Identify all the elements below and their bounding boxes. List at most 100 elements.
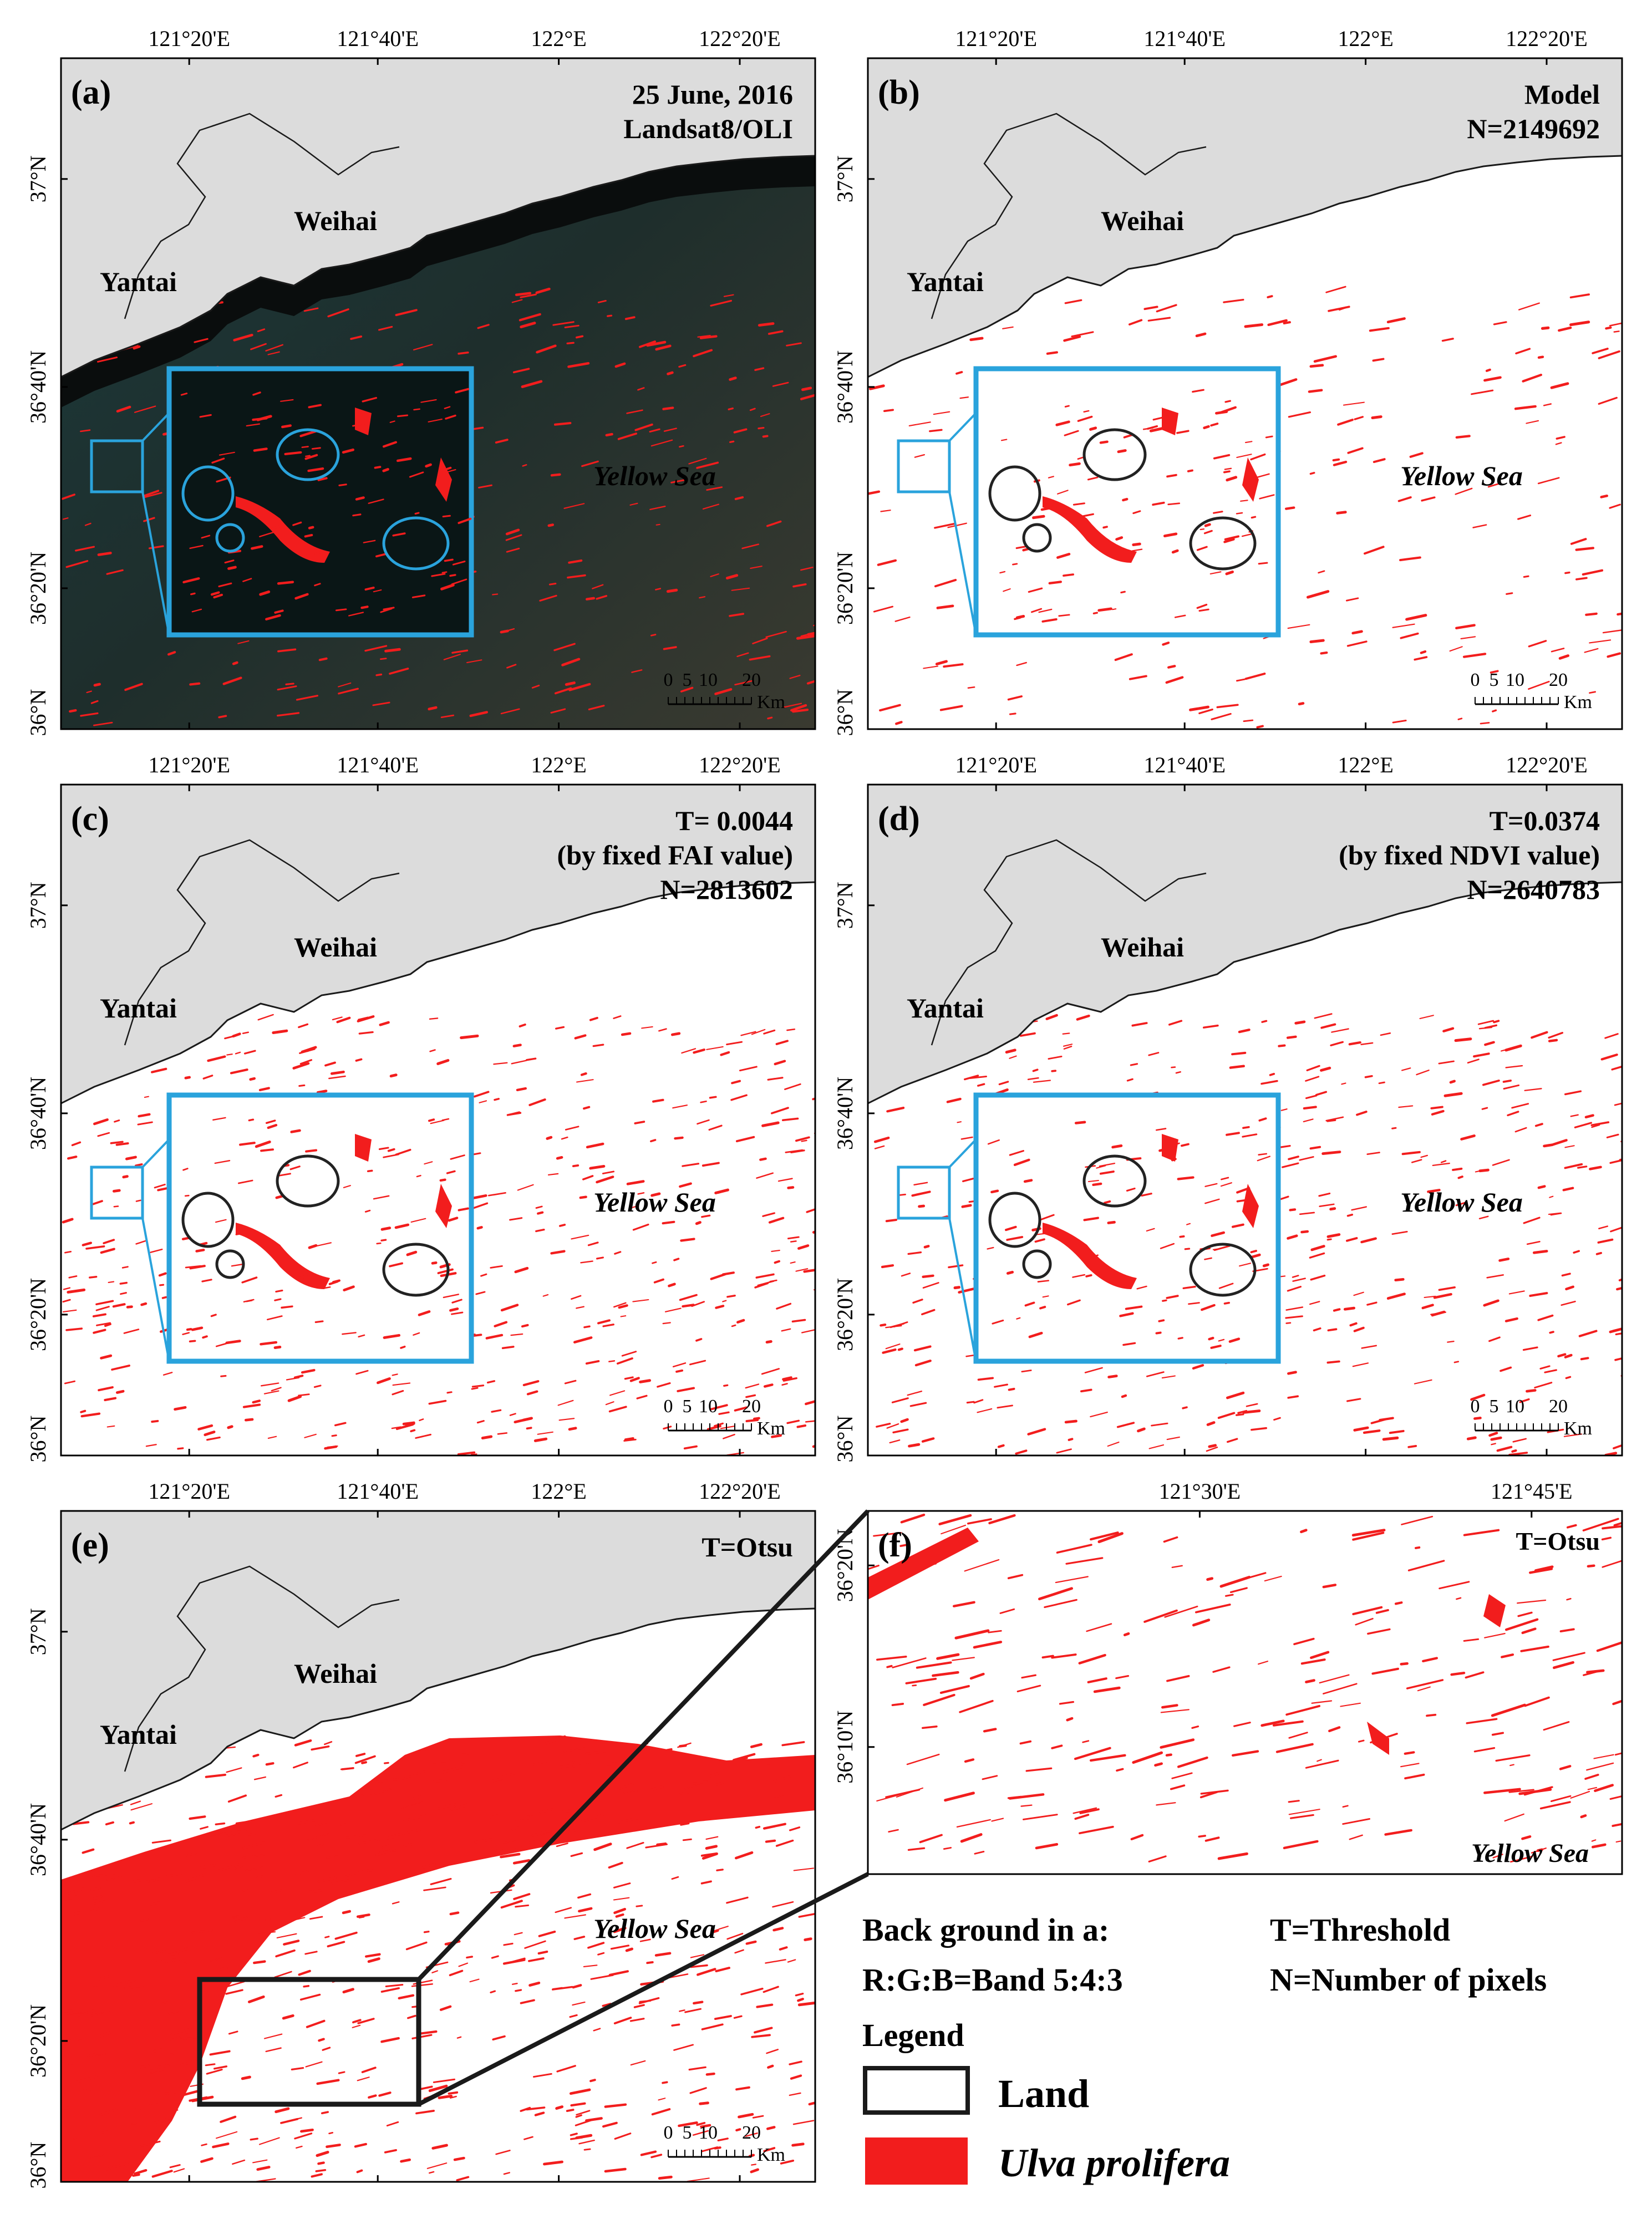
ulva-mark <box>295 1909 314 1916</box>
ulva-mark <box>679 445 684 448</box>
ulva-mark <box>334 1931 358 1940</box>
ulva-mark <box>734 496 744 500</box>
ulva-mark <box>1560 1300 1576 1306</box>
ulva-mark <box>589 1016 598 1021</box>
ulva-mark <box>907 1251 922 1255</box>
ulva-mark <box>259 531 275 537</box>
ulva-mark <box>548 582 557 586</box>
panel-frame <box>60 1510 816 2183</box>
ulva-mark <box>124 1984 144 1990</box>
ulva-mark <box>1431 1310 1446 1317</box>
ulva-mark <box>425 463 432 468</box>
ulva-mark <box>914 1360 932 1367</box>
ulva-mark <box>323 1286 331 1289</box>
ulva-mark <box>1267 319 1288 327</box>
ulva-mark <box>1563 1433 1582 1437</box>
ulva-mark <box>772 381 789 387</box>
ulva-mark <box>184 1076 191 1080</box>
ulva-mark <box>1426 1713 1437 1717</box>
ulva-mark <box>1478 1168 1490 1173</box>
ulva-mark <box>1352 1531 1385 1541</box>
ulva-mark <box>1028 587 1043 593</box>
ulva-mark <box>1493 1020 1500 1024</box>
ulva-mark <box>387 1835 397 1840</box>
ulva-mark <box>588 705 605 711</box>
ulva-mark <box>1548 1039 1558 1042</box>
ulva-mark <box>679 1790 693 1795</box>
ulva-mark <box>1605 326 1612 330</box>
inset-ulva-patch <box>435 457 452 502</box>
ulva-mark <box>75 546 95 552</box>
ulva-mark <box>1306 1065 1320 1072</box>
ulva-mark <box>356 1913 370 1918</box>
ulva-mark <box>539 594 557 602</box>
ulva-mark <box>1457 1175 1463 1179</box>
ulva-mark <box>1422 1657 1438 1663</box>
ulva-mark <box>1492 709 1497 712</box>
ulva-mark <box>1346 640 1368 647</box>
ulva-mark <box>112 1303 126 1308</box>
ulva-mark <box>739 1757 748 1760</box>
ulva-mark <box>248 1118 255 1122</box>
inset-circle <box>988 465 1041 522</box>
ulva-mark <box>1420 650 1427 654</box>
ulva-mark <box>1155 1331 1162 1335</box>
ulva-mark <box>585 597 596 600</box>
ulva-mark <box>287 1395 302 1402</box>
ulva-mark <box>373 589 382 593</box>
ulva-mark <box>247 1995 265 2003</box>
ulva-mark <box>1251 1427 1267 1431</box>
ulva-mark <box>1046 351 1058 355</box>
ulva-mark <box>520 2106 531 2113</box>
ulva-mark <box>250 343 267 350</box>
ulva-mark <box>792 2120 815 2125</box>
ulva-mark <box>357 1015 375 1022</box>
ulva-mark <box>576 1079 594 1083</box>
ulva-mark <box>1455 1202 1467 1207</box>
ulva-mark <box>352 513 362 517</box>
ulva-mark <box>1226 1438 1238 1443</box>
ulva-mark <box>786 1419 800 1424</box>
ulva-mark <box>751 2034 771 2038</box>
ulva-mark <box>382 467 389 472</box>
ulva-mark <box>650 439 673 447</box>
ulva-mark <box>1561 1273 1571 1277</box>
ulva-mark <box>695 1221 702 1225</box>
ulva-mark <box>584 1750 607 1755</box>
ulva-mark <box>877 559 897 566</box>
ulva-mark <box>471 1385 485 1388</box>
ulva-mark <box>282 2014 294 2020</box>
ulva-mark <box>1570 538 1587 545</box>
ulva-patch <box>1483 1594 1506 1627</box>
ulva-mark <box>546 1136 553 1140</box>
ulva-mark <box>418 1310 431 1316</box>
ulva-mark <box>771 1250 780 1252</box>
ulva-mark <box>324 1741 333 1745</box>
ulva-mark <box>99 2108 118 2116</box>
ulva-mark <box>614 1251 622 1255</box>
ulva-mark <box>730 1094 748 1101</box>
ulva-mark <box>274 609 284 614</box>
ulva-mark <box>758 426 765 430</box>
ulva-mark <box>1079 1825 1114 1835</box>
ulva-mark <box>1607 652 1621 658</box>
ulva-mark <box>919 1834 943 1844</box>
ulva-mark <box>592 1044 604 1047</box>
ulva-mark <box>515 292 532 297</box>
ulva-mark <box>1411 1159 1422 1163</box>
ulva-mark <box>526 1815 537 1820</box>
ulva-mark <box>640 2150 657 2156</box>
ulva-mark <box>1305 1679 1315 1683</box>
ulva-mark <box>1161 1375 1176 1379</box>
ulva-mark <box>521 1324 529 1328</box>
ulva-mark <box>662 1220 675 1225</box>
ulva-mark <box>1371 415 1382 419</box>
ulva-mark <box>515 1904 530 1908</box>
ulva-mark <box>253 1960 266 1964</box>
ulva-mark <box>180 393 188 396</box>
ulva-mark <box>1045 1014 1058 1020</box>
ulva-mark <box>1182 1406 1188 1409</box>
ulva-mark <box>63 1287 71 1290</box>
ulva-mark <box>801 386 812 391</box>
ulva-mark <box>277 1173 291 1177</box>
